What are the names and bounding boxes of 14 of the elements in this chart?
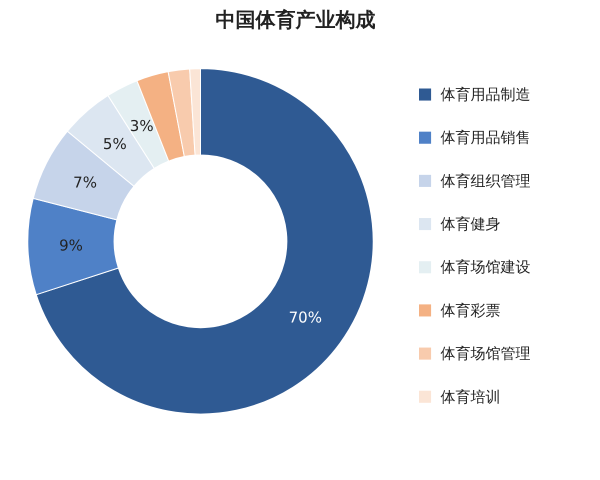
data-label: 5% bbox=[102, 135, 127, 154]
legend-label: 体育用品制造 bbox=[440, 86, 531, 104]
legend-label: 体育场馆建设 bbox=[440, 258, 531, 276]
data-label: 3% bbox=[130, 116, 154, 135]
data-label: 9% bbox=[59, 236, 83, 254]
legend-label: 体育用品销售 bbox=[440, 128, 531, 147]
legend-label: 体育健身 bbox=[440, 215, 501, 234]
legend-label: 体育培训 bbox=[440, 388, 501, 406]
legend-label: 体育组织管理 bbox=[440, 172, 531, 190]
chart-title: 中国体育产业构成 bbox=[216, 8, 376, 32]
legend-label: 体育彩票 bbox=[440, 301, 501, 320]
data-label: 7% bbox=[73, 174, 97, 192]
data-label: 70% bbox=[288, 308, 322, 326]
legend-label: 体育场馆管理 bbox=[440, 344, 531, 363]
